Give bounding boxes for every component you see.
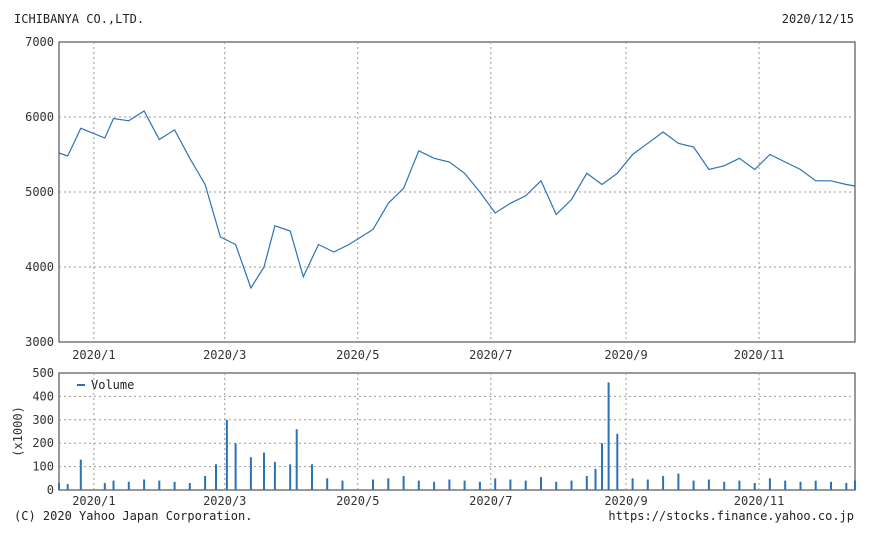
- volume-bar: [601, 443, 603, 490]
- volume-bar: [289, 464, 292, 490]
- volume-bar: [570, 480, 573, 490]
- legend-entry-volume: Volume: [91, 378, 134, 392]
- volume-bar: [784, 480, 787, 490]
- price-line: [58, 110, 856, 290]
- volume-bar: [127, 481, 130, 490]
- price-x-tick-label: 2020/5: [336, 348, 379, 362]
- volume-bar: [402, 476, 405, 490]
- volume-bar: [707, 479, 710, 490]
- volume-bar: [103, 483, 106, 490]
- volume-bar: [448, 479, 451, 490]
- volume-bar: [249, 457, 252, 490]
- volume-bar: [225, 419, 228, 490]
- volume-bar: [433, 481, 436, 490]
- volume-bar: [341, 480, 344, 490]
- volume-bar: [204, 476, 207, 490]
- volume-bar: [607, 382, 610, 490]
- volume-x-tick-label: 2020/1: [72, 494, 115, 508]
- volume-bar: [494, 478, 497, 490]
- volume-frame: [58, 372, 856, 491]
- price-y-tick-label: 3000: [25, 335, 54, 349]
- volume-x-tick-label: 2020/7: [469, 494, 512, 508]
- volume-bar: [478, 481, 481, 490]
- volume-y-axis-label: (x1000): [11, 406, 25, 457]
- volume-bar: [646, 479, 649, 490]
- volume-x-tick-label: 2020/3: [203, 494, 246, 508]
- company-name: ICHIBANYA CO.,LTD.: [14, 12, 145, 26]
- volume-bar: [143, 479, 146, 490]
- price-x-tick-label: 2020/1: [72, 348, 115, 362]
- volume-x-tick-label: 2020/11: [734, 494, 785, 508]
- volume-bar: [372, 479, 374, 490]
- volume-bar: [234, 443, 237, 490]
- volume-bar: [188, 483, 191, 490]
- volume-y-tick-label: 200: [32, 436, 54, 450]
- volume-bar: [417, 480, 420, 490]
- volume-bar: [585, 476, 588, 490]
- volume-bar: [594, 468, 597, 490]
- volume-bar: [555, 481, 558, 490]
- volume-bar: [631, 478, 634, 490]
- volume-y-tick-label: 0: [47, 483, 54, 497]
- volume-bar: [830, 481, 832, 490]
- volume-bar: [799, 481, 802, 490]
- volume-bar: [616, 433, 619, 490]
- volume-bar: [295, 429, 298, 490]
- volume-x-tick-label: 2020/5: [336, 494, 379, 508]
- volume-bar: [692, 480, 695, 490]
- volume-bar: [311, 464, 313, 490]
- source-url: https://stocks.finance.yahoo.co.jp: [608, 509, 854, 523]
- volume-bar: [173, 481, 176, 490]
- volume-bar: [854, 480, 856, 490]
- volume-y-tick-label: 100: [32, 460, 54, 474]
- volume-y-tick-label: 300: [32, 413, 54, 427]
- volume-bar: [768, 478, 771, 490]
- volume-bar: [662, 476, 665, 490]
- price-frame: [58, 41, 856, 343]
- volume-bar: [66, 484, 69, 490]
- chart-date: 2020/12/15: [781, 12, 854, 26]
- volume-bar: [112, 480, 115, 490]
- price-y-tick-label: 7000: [25, 35, 54, 49]
- volume-bar: [463, 480, 466, 490]
- price-x-tick-label: 2020/9: [604, 348, 647, 362]
- volume-bar: [738, 480, 741, 490]
- price-x-tick-label: 2020/3: [203, 348, 246, 362]
- price-y-tick-label: 5000: [25, 185, 54, 199]
- volume-bar: [723, 481, 726, 490]
- volume-bar: [677, 473, 680, 490]
- volume-y-tick-label: 500: [32, 366, 54, 380]
- volume-bar: [814, 480, 817, 490]
- volume-x-tick-label: 2020/9: [604, 494, 647, 508]
- volume-bar: [273, 461, 276, 490]
- volume-bar: [540, 477, 542, 490]
- price-x-tick-label: 2020/7: [469, 348, 512, 362]
- volume-bar: [524, 480, 527, 490]
- volume-bar: [753, 483, 756, 490]
- volume-bar: [263, 452, 265, 490]
- volume-bar: [158, 480, 161, 490]
- volume-bar: [58, 483, 60, 490]
- volume-bar: [509, 479, 512, 490]
- price-y-tick-label: 6000: [25, 110, 54, 124]
- volume-bar: [215, 464, 217, 490]
- volume-bar: [79, 459, 82, 490]
- price-y-tick-label: 4000: [25, 260, 54, 274]
- volume-bar: [845, 483, 848, 490]
- copyright-text: (C) 2020 Yahoo Japan Corporation.: [14, 509, 253, 523]
- volume-bar: [326, 478, 329, 490]
- price-x-tick-label: 2020/11: [734, 348, 785, 362]
- volume-y-tick-label: 400: [32, 389, 54, 403]
- volume-bar: [387, 478, 390, 490]
